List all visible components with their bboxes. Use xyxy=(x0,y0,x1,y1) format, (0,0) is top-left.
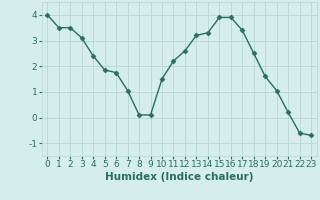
X-axis label: Humidex (Indice chaleur): Humidex (Indice chaleur) xyxy=(105,172,253,182)
